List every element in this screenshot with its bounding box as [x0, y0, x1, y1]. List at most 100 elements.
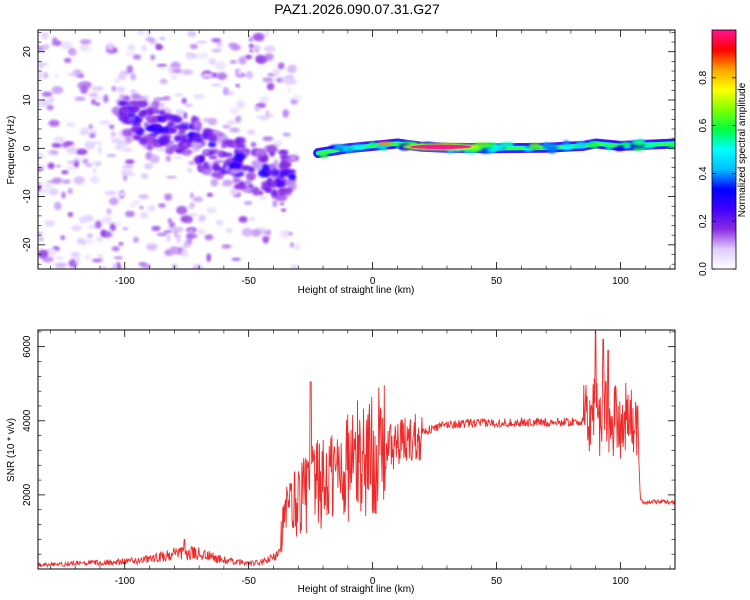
heat-noise-blob — [170, 61, 181, 69]
heat-noise-blob — [249, 49, 254, 53]
heat-noise-blob — [147, 205, 156, 212]
heat-trace-blob — [203, 149, 210, 155]
heat-noise-blob — [111, 246, 120, 252]
heat-noise-blob — [248, 216, 256, 222]
heat-band-blob — [605, 143, 613, 151]
heat-noise-blob — [67, 211, 74, 218]
y-tick-label: -10 — [22, 189, 33, 204]
heat-trace-blob — [288, 154, 297, 162]
snr-series-line — [38, 331, 675, 569]
spectrogram-y-axis: -20 -10 0 10 20 — [22, 32, 675, 265]
heat-noise-blob — [156, 63, 168, 67]
heat-noise-blob — [100, 229, 107, 237]
heat-noise-blob — [75, 256, 80, 265]
heat-noise-blob — [48, 119, 60, 127]
heat-noise-blob — [54, 262, 67, 268]
heat-noise-blob — [272, 68, 281, 77]
heat-trace-blob — [124, 135, 133, 144]
heat-noise-blob — [121, 168, 133, 173]
heat-noise-blob — [264, 30, 270, 37]
heat-noise-blob — [164, 193, 173, 201]
snr-panel: -100 -50 0 50 100 2000 4000 6000 Height of str… — [6, 329, 676, 595]
heat-noise-blob — [47, 162, 55, 170]
heat-noise-blob — [80, 85, 88, 95]
colorbar-frame — [711, 29, 737, 270]
heat-trace-blob — [224, 164, 230, 172]
heat-trace-blob — [143, 121, 150, 128]
heat-trace-blob — [232, 178, 242, 184]
heat-noise-blob — [91, 258, 103, 263]
heat-noise-blob — [229, 59, 238, 64]
heat-trace-blob — [201, 135, 209, 140]
heat-noise-blob — [67, 72, 77, 77]
heat-noise-blob — [250, 229, 262, 237]
heat-noise-blob — [38, 249, 49, 259]
heat-trace-blob — [136, 99, 149, 109]
heat-band-blob — [528, 143, 542, 150]
y-tick-label: 6000 — [22, 335, 33, 358]
heat-noise-blob — [138, 194, 149, 200]
heat-noise-blob — [118, 241, 124, 246]
heat-noise-blob — [165, 175, 177, 179]
heat-noise-blob — [295, 242, 300, 251]
heat-noise-blob — [125, 51, 136, 57]
heat-noise-blob — [158, 203, 166, 208]
heat-noise-blob — [221, 244, 232, 249]
heat-trace-blob — [222, 179, 234, 187]
colorbar-tick-label: 0.6 — [698, 118, 709, 132]
heat-trace-blob — [145, 116, 153, 121]
heat-noise-blob — [150, 154, 160, 164]
heat-noise-blob — [198, 214, 206, 221]
heat-noise-blob — [84, 141, 96, 150]
colorbar-label: Normalized spectral amplitude — [737, 82, 748, 217]
heat-noise-blob — [141, 44, 147, 52]
heat-noise-blob — [51, 86, 64, 95]
heat-noise-blob — [290, 264, 299, 269]
heat-noise-blob — [91, 85, 104, 92]
heat-noise-blob — [71, 224, 83, 232]
heat-noise-blob — [222, 86, 229, 96]
heat-noise-blob — [186, 51, 192, 61]
heat-noise-blob — [145, 37, 156, 42]
x-tick-label: -100 — [115, 276, 135, 287]
snr-y-axis: 2000 4000 6000 — [22, 331, 675, 555]
heat-noise-blob — [244, 54, 253, 60]
heat-noise-blob — [216, 72, 228, 80]
heat-noise-blob — [248, 43, 255, 49]
heat-trace-blob — [244, 179, 252, 186]
heat-noise-blob — [128, 172, 136, 177]
heat-noise-blob — [89, 133, 96, 139]
heat-noise-blob — [76, 237, 86, 245]
heat-band-blob — [614, 146, 624, 152]
colorbar-gradient — [712, 30, 736, 269]
heat-trace-blob — [278, 162, 289, 170]
heat-noise-blob — [92, 96, 104, 101]
heat-noise-blob — [176, 205, 188, 215]
heat-noise-blob — [277, 62, 285, 70]
heat-band-blob — [378, 144, 388, 151]
y-tick-label: 10 — [22, 94, 33, 106]
heat-noise-blob — [206, 253, 212, 262]
heat-band-blob — [632, 139, 645, 147]
heat-noise-blob — [116, 191, 127, 197]
heat-noise-blob — [77, 73, 85, 79]
heat-noise-blob — [47, 97, 55, 104]
heat-noise-blob — [109, 197, 119, 206]
heat-noise-blob — [208, 117, 218, 126]
x-tick-label: 100 — [612, 576, 629, 587]
heat-noise-blob — [53, 136, 66, 143]
heat-noise-blob — [294, 151, 299, 155]
heat-noise-blob — [110, 138, 123, 143]
heat-trace-blob — [131, 121, 141, 127]
heat-trace-blob — [126, 112, 136, 118]
heat-noise-blob — [83, 46, 92, 51]
heat-trace-blob — [266, 144, 278, 154]
heat-noise-blob — [172, 68, 183, 74]
heat-noise-blob — [159, 36, 166, 41]
heat-noise-blob — [245, 71, 254, 79]
heat-trace-blob — [137, 110, 147, 119]
heat-noise-blob — [140, 264, 151, 269]
heat-noise-blob — [61, 179, 71, 184]
heat-noise-blob — [173, 228, 178, 238]
heat-trace-blob — [146, 107, 154, 117]
